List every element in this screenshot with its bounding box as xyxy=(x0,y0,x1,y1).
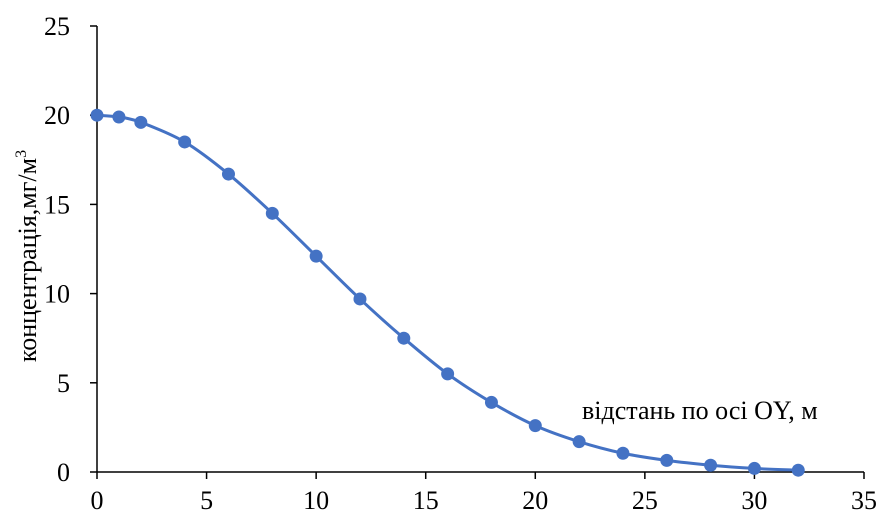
data-point xyxy=(134,115,148,129)
y-axis-title: концентрація,мг/м3 xyxy=(13,150,42,362)
data-point xyxy=(572,435,586,449)
y-axis-title-text: концентрація,мг/м xyxy=(13,158,42,362)
data-point xyxy=(791,463,805,477)
data-point xyxy=(265,206,279,220)
x-tick-label: 35 xyxy=(851,486,877,515)
y-axis-title-superscript: 3 xyxy=(13,150,30,158)
data-point xyxy=(309,249,323,263)
x-axis-title: відстань по осі OY, м xyxy=(582,396,818,425)
y-tick-label: 0 xyxy=(57,458,70,487)
data-point xyxy=(528,419,542,433)
data-point xyxy=(178,135,192,149)
y-tick-label: 20 xyxy=(44,101,70,130)
x-tick-label: 30 xyxy=(741,486,767,515)
data-point xyxy=(112,110,126,124)
data-point xyxy=(660,453,674,467)
data-point xyxy=(90,108,104,122)
x-tick-label: 15 xyxy=(413,486,439,515)
data-point xyxy=(397,331,411,345)
ticks: 0 5 10 15 20 25 0 5 10 15 20 25 30 35 xyxy=(44,12,877,515)
x-tick-label: 0 xyxy=(91,486,104,515)
x-tick-label: 25 xyxy=(632,486,658,515)
x-tick-label: 20 xyxy=(522,486,548,515)
series xyxy=(90,108,805,477)
x-tick-label: 10 xyxy=(303,486,329,515)
y-tick-label: 25 xyxy=(44,12,70,41)
axes xyxy=(96,26,864,473)
y-tick-label: 10 xyxy=(44,280,70,309)
data-point xyxy=(484,395,498,409)
data-point xyxy=(221,167,235,181)
data-point xyxy=(747,461,761,475)
data-point xyxy=(616,446,630,460)
y-tick-label: 15 xyxy=(44,190,70,219)
data-point xyxy=(353,292,367,306)
x-tick-label: 5 xyxy=(200,486,213,515)
data-point xyxy=(704,458,718,472)
y-tick-label: 5 xyxy=(57,369,70,398)
data-point xyxy=(441,367,455,381)
